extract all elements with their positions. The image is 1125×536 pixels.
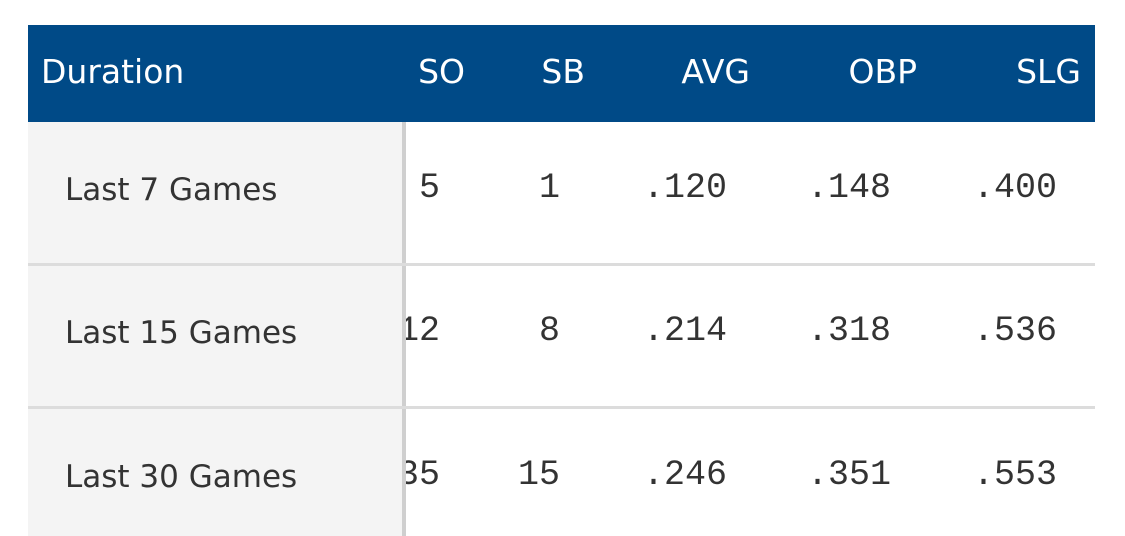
column-header: OBP	[848, 52, 917, 91]
row-label: Last 30 Games	[65, 459, 298, 495]
stat-value: .120	[642, 168, 727, 208]
stat-value: .400	[972, 168, 1057, 208]
stat-value: .246	[642, 455, 727, 495]
stat-value: 8	[538, 311, 560, 351]
stat-value: 5	[418, 168, 440, 208]
stat-value: 15	[517, 455, 560, 495]
column-header: SLG	[1016, 52, 1081, 91]
row-header-cell	[28, 408, 406, 536]
row-divider	[28, 406, 1095, 409]
stat-value: .351	[806, 455, 891, 495]
row-label: Last 7 Games	[65, 172, 278, 208]
stat-value: .148	[806, 168, 891, 208]
stat-value: .214	[642, 311, 727, 351]
column-header: SO	[418, 52, 465, 91]
stat-value: .536	[972, 311, 1057, 351]
row-header-cell	[28, 265, 406, 408]
stat-value: 1	[538, 168, 560, 208]
stat-value: .553	[972, 455, 1057, 495]
column-header: Duration	[41, 52, 185, 91]
stat-value: .318	[806, 311, 891, 351]
row-header-cell	[28, 122, 406, 265]
header-bar	[28, 25, 1095, 122]
row-divider	[28, 263, 1095, 266]
row-label: Last 15 Games	[65, 315, 298, 351]
column-header: SB	[541, 52, 585, 91]
column-header: AVG	[681, 52, 750, 91]
